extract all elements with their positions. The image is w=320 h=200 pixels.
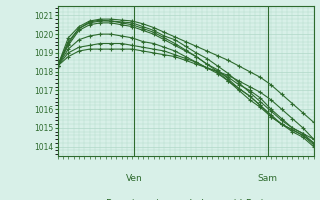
Text: Ven: Ven	[126, 174, 143, 183]
Text: Pression niveau de la mer( hPa ): Pression niveau de la mer( hPa )	[107, 198, 265, 200]
Text: Sam: Sam	[258, 174, 277, 183]
